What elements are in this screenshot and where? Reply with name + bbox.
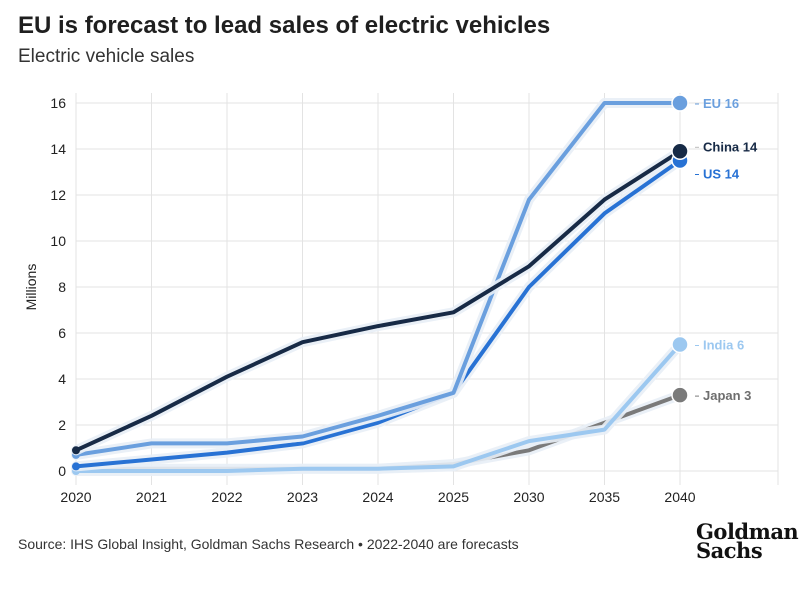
y-tick-label: 0 — [58, 463, 66, 479]
y-tick-label: 8 — [58, 279, 66, 295]
y-tick-label: 4 — [58, 371, 66, 387]
logo-line-2: Sachs — [696, 538, 763, 563]
x-tick-label: 2022 — [211, 489, 242, 505]
series-end-label-india: India 6 — [703, 338, 744, 353]
chart-subtitle: Electric vehicle sales — [18, 46, 195, 67]
y-tick-label: 16 — [50, 95, 66, 111]
y-axis-label: Millions — [23, 264, 39, 311]
goldman-sachs-logo: Goldman Sachs — [696, 519, 800, 563]
series-end-label-eu: EU 16 — [703, 96, 739, 111]
series-end-marker-china — [671, 142, 689, 161]
series-start-point-china — [72, 446, 80, 455]
logo-line-1: Goldman — [696, 519, 799, 544]
x-tick-label: 2035 — [589, 489, 620, 505]
y-tick-label: 14 — [50, 141, 66, 157]
chart-title: EU is forecast to lead sales of electric… — [18, 12, 551, 39]
y-tick-label: 6 — [58, 325, 66, 341]
x-tick-label: 2040 — [664, 489, 695, 505]
series-end-label-us: US 14 — [703, 167, 740, 182]
series-start-point-us — [72, 462, 80, 471]
source-note: Source: IHS Global Insight, Goldman Sach… — [18, 536, 519, 552]
series-end-label-japan: Japan 3 — [703, 388, 751, 403]
series-end-marker-eu — [671, 94, 689, 112]
y-tick-label: 2 — [58, 417, 66, 433]
x-tick-label: 2025 — [438, 489, 469, 505]
y-tick-label: 12 — [50, 187, 66, 203]
x-tick-label: 2024 — [362, 489, 393, 505]
x-tick-label: 2023 — [287, 489, 318, 505]
series-end-marker-japan — [671, 386, 689, 404]
x-tick-label: 2020 — [60, 489, 91, 505]
series-line-china — [74, 149, 682, 453]
series-line-eu — [74, 101, 682, 457]
x-tick-label: 2021 — [136, 489, 167, 505]
x-tick-label: 2030 — [513, 489, 544, 505]
y-tick-label: 10 — [50, 233, 66, 249]
series-line-us — [74, 158, 682, 469]
series-end-label-china: China 14 — [703, 139, 758, 154]
series-line-india — [74, 342, 682, 473]
series-end-marker-india — [671, 335, 689, 354]
line-chart: 0 2 4 6 8 10 12 14 16 2020 2021 2022 2023 2024 2025 203… — [23, 93, 779, 505]
